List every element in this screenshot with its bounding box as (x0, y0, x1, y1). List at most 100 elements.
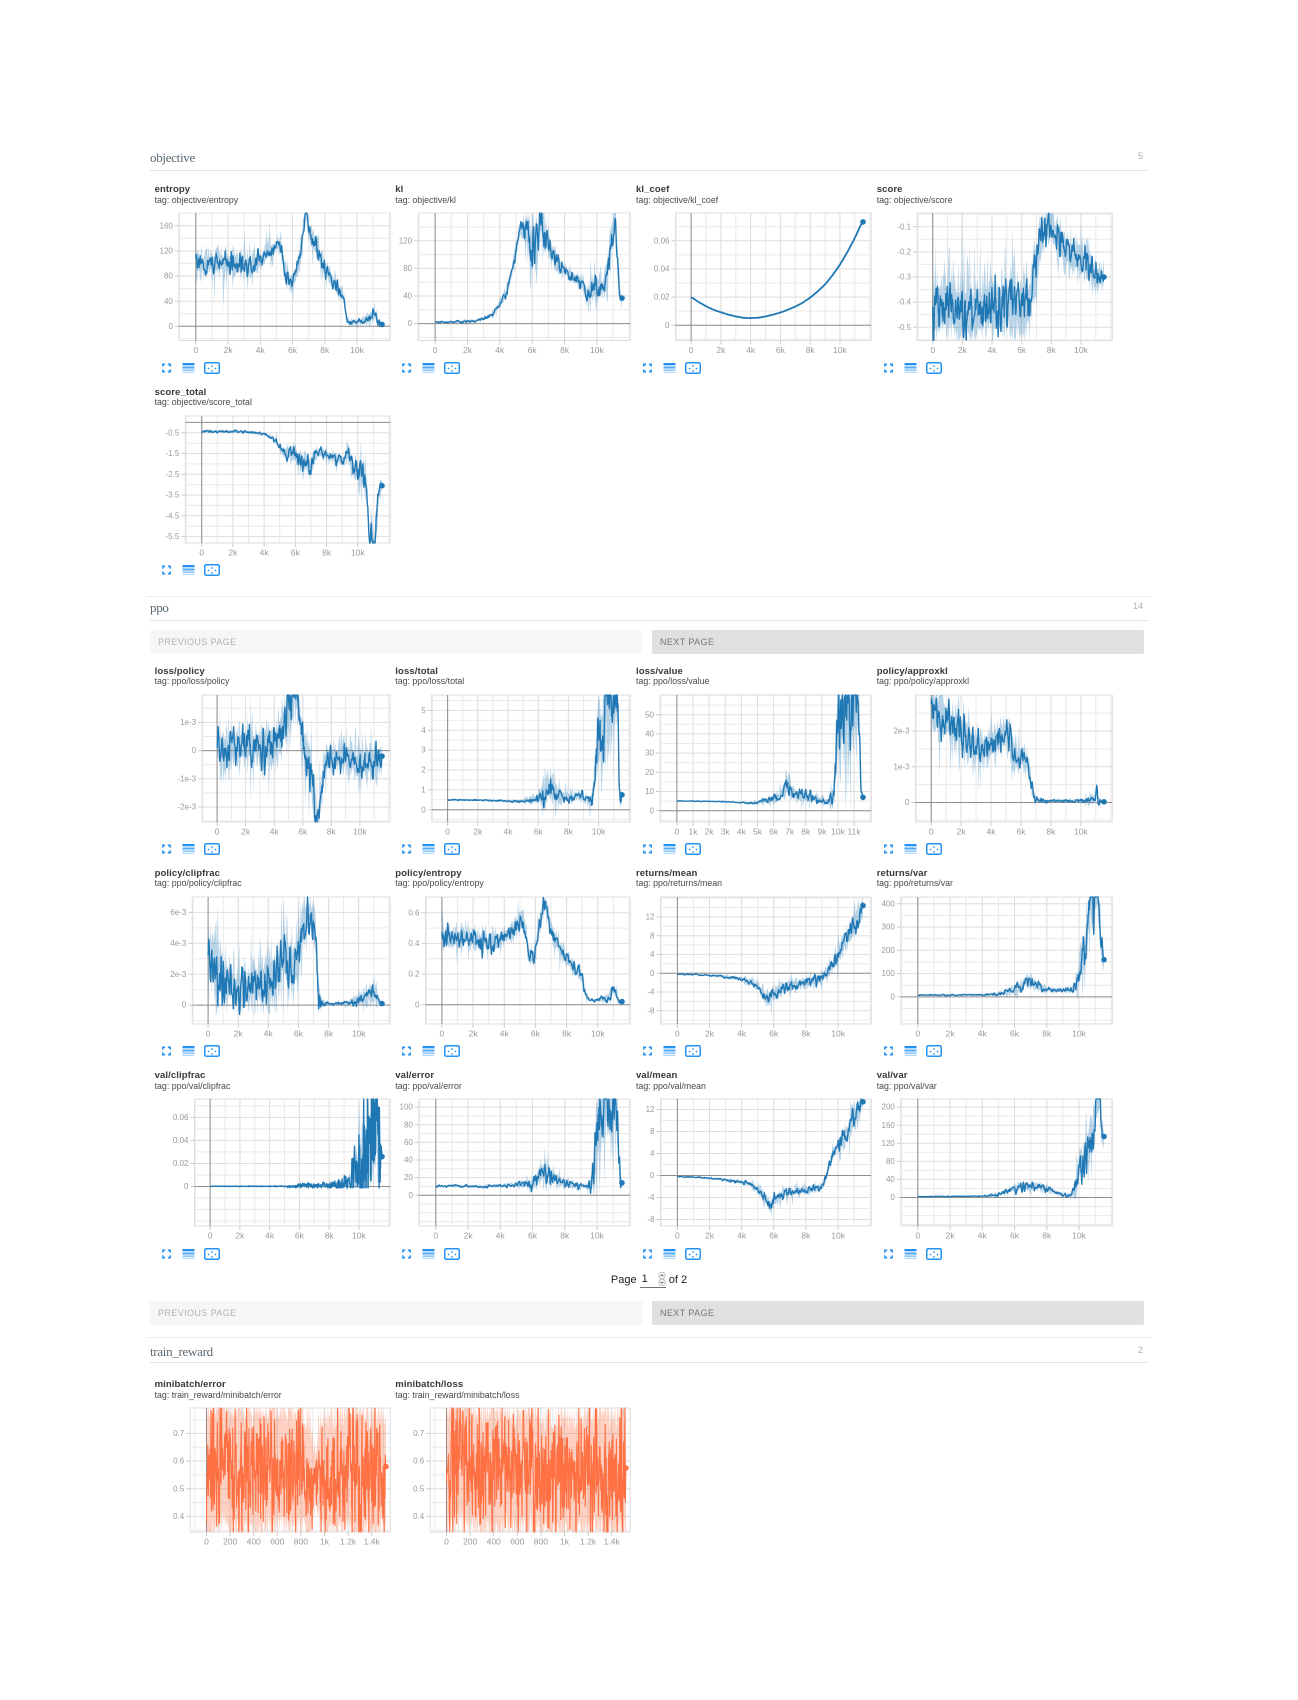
svg-text:10k: 10k (592, 826, 606, 836)
svg-text:6k: 6k (534, 826, 544, 836)
svg-text:6k: 6k (291, 547, 301, 557)
svg-text:2k: 2k (705, 1028, 715, 1038)
svg-text:8k: 8k (561, 1231, 571, 1241)
svg-text:10k: 10k (1074, 345, 1088, 355)
svg-text:11k: 11k (848, 826, 862, 836)
svg-text:4k: 4k (977, 1231, 987, 1241)
svg-text:30: 30 (645, 748, 654, 757)
svg-text:6k: 6k (1017, 345, 1027, 355)
svg-text:6k: 6k (298, 826, 308, 836)
svg-text:0: 0 (191, 746, 196, 755)
svg-text:-1e-3: -1e-3 (177, 774, 196, 783)
svg-text:0: 0 (205, 1028, 210, 1038)
svg-text:2k: 2k (945, 1028, 955, 1038)
svg-text:40: 40 (403, 292, 412, 301)
svg-text:600: 600 (270, 1537, 284, 1547)
svg-text:0.6: 0.6 (409, 908, 421, 917)
svg-text:8k: 8k (564, 826, 574, 836)
svg-text:4k: 4k (259, 547, 269, 557)
svg-text:10k: 10k (831, 1028, 845, 1038)
svg-text:0: 0 (193, 345, 198, 355)
svg-text:2k: 2k (474, 826, 484, 836)
svg-text:0.4: 0.4 (173, 1512, 185, 1521)
svg-text:4k: 4k (737, 1231, 747, 1241)
svg-text:6k: 6k (288, 345, 298, 355)
svg-text:6k: 6k (1010, 1231, 1020, 1241)
svg-text:-8: -8 (647, 1006, 655, 1015)
svg-text:10k: 10k (1074, 826, 1088, 836)
svg-text:6k: 6k (769, 1028, 779, 1038)
svg-text:2k: 2k (235, 1231, 245, 1241)
svg-text:0.2: 0.2 (409, 969, 421, 978)
svg-text:4k: 4k (269, 826, 279, 836)
svg-text:1k: 1k (689, 826, 699, 836)
svg-text:160: 160 (159, 221, 173, 230)
svg-text:1e-3: 1e-3 (180, 718, 197, 727)
svg-text:6k: 6k (294, 1028, 304, 1038)
svg-text:40: 40 (404, 1156, 413, 1165)
svg-text:0: 0 (915, 1028, 920, 1038)
svg-text:0: 0 (409, 1191, 414, 1200)
svg-text:0.06: 0.06 (173, 1113, 189, 1122)
svg-text:4k: 4k (496, 1231, 506, 1241)
svg-text:2k: 2k (463, 345, 473, 355)
svg-text:0: 0 (675, 1231, 680, 1241)
svg-text:10k: 10k (590, 1231, 604, 1241)
svg-text:200: 200 (881, 1103, 895, 1112)
svg-text:160: 160 (881, 1121, 895, 1130)
svg-text:-0.5: -0.5 (897, 323, 911, 332)
svg-text:0: 0 (434, 1231, 439, 1241)
svg-text:0: 0 (650, 806, 655, 815)
svg-text:0: 0 (890, 1193, 895, 1202)
svg-text:200: 200 (881, 945, 895, 954)
svg-text:0: 0 (650, 1171, 655, 1180)
svg-text:2k: 2k (223, 345, 233, 355)
svg-text:2k: 2k (228, 547, 238, 557)
svg-text:4k: 4k (987, 345, 997, 355)
svg-text:2k: 2k (241, 826, 251, 836)
svg-text:0: 0 (214, 826, 219, 836)
svg-text:8k: 8k (322, 547, 332, 557)
svg-text:4k: 4k (737, 826, 747, 836)
svg-text:0.5: 0.5 (173, 1484, 185, 1493)
svg-text:6k: 6k (776, 345, 786, 355)
svg-text:0: 0 (433, 345, 438, 355)
svg-text:2k: 2k (716, 345, 726, 355)
svg-text:800: 800 (534, 1537, 548, 1547)
svg-text:0.06: 0.06 (654, 236, 670, 245)
svg-text:0: 0 (204, 1537, 209, 1547)
svg-text:120: 120 (881, 1139, 895, 1148)
svg-text:300: 300 (881, 922, 895, 931)
svg-text:10k: 10k (833, 345, 847, 355)
svg-text:80: 80 (404, 1120, 413, 1129)
svg-text:8k: 8k (326, 826, 336, 836)
svg-text:80: 80 (164, 272, 173, 281)
svg-text:120: 120 (159, 247, 173, 256)
svg-text:10: 10 (645, 787, 654, 796)
svg-text:6e-3: 6e-3 (170, 908, 187, 917)
svg-text:4k: 4k (737, 1028, 747, 1038)
svg-text:0: 0 (930, 345, 935, 355)
svg-text:10k: 10k (351, 547, 365, 557)
svg-text:9k: 9k (817, 826, 827, 836)
svg-text:-0.1: -0.1 (897, 222, 911, 231)
svg-text:20: 20 (404, 1173, 413, 1182)
svg-text:8k: 8k (560, 345, 570, 355)
svg-text:-0.2: -0.2 (897, 248, 911, 257)
svg-text:-4: -4 (647, 1193, 655, 1202)
svg-text:60: 60 (404, 1138, 413, 1147)
svg-text:1.4k: 1.4k (604, 1537, 621, 1547)
svg-text:2e-3: 2e-3 (170, 969, 187, 978)
svg-text:2: 2 (422, 765, 427, 774)
svg-text:2k: 2k (705, 1231, 715, 1241)
svg-text:80: 80 (403, 264, 412, 273)
svg-text:0: 0 (915, 1231, 920, 1241)
svg-text:0: 0 (181, 1000, 186, 1009)
svg-text:12: 12 (646, 912, 655, 921)
svg-text:0.7: 0.7 (173, 1429, 185, 1438)
svg-text:0.7: 0.7 (413, 1429, 425, 1438)
svg-text:40: 40 (164, 297, 173, 306)
svg-text:10k: 10k (353, 826, 367, 836)
svg-text:-5.5: -5.5 (165, 532, 179, 541)
svg-text:1.2k: 1.2k (580, 1537, 597, 1547)
